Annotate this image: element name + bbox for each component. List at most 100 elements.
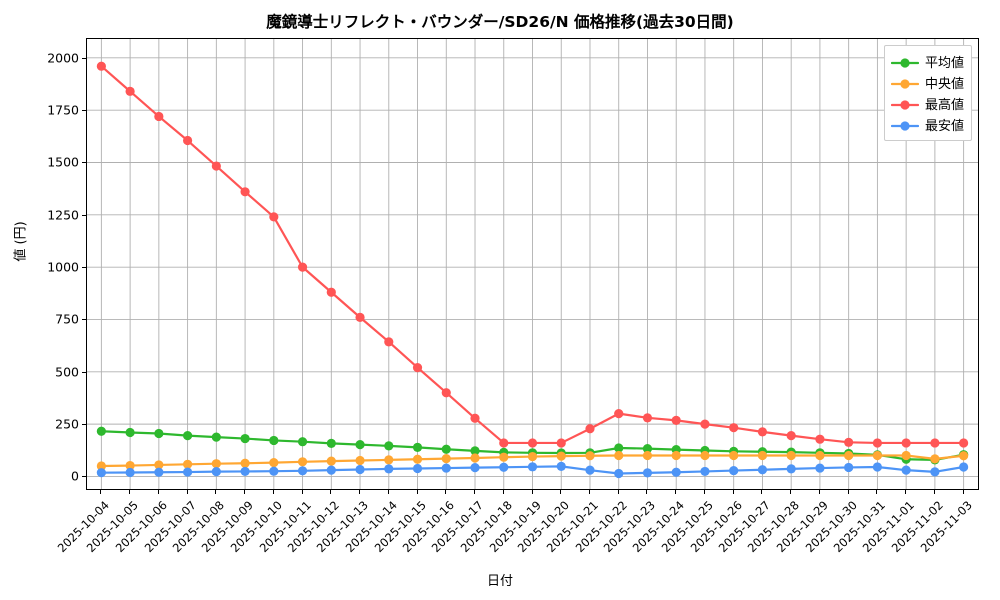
data-point	[269, 212, 279, 222]
legend-label: 中央値	[925, 77, 965, 92]
x-axis-tick-mark	[703, 490, 705, 494]
data-point	[441, 444, 451, 454]
x-axis-tick-mark	[330, 490, 332, 494]
data-point	[355, 312, 365, 322]
data-point	[671, 450, 681, 461]
x-axis-tick-mark	[646, 490, 648, 494]
legend-item-1[interactable]: 平均値	[890, 51, 965, 72]
y-axis-tick-label: 1500	[47, 154, 79, 170]
data-point	[183, 135, 193, 146]
legend-swatch-icon	[890, 118, 920, 132]
data-point	[844, 462, 854, 473]
y-axis-tick-mark	[82, 214, 86, 216]
x-axis-tick-mark	[157, 490, 159, 494]
x-axis-tick-labels: 2025-10-04 2025-10-05 2025-10-06 2025-10-07…	[55, 490, 979, 570]
data-point	[441, 463, 451, 473]
data-point	[441, 454, 451, 464]
x-axis-tick-mark	[445, 490, 447, 494]
data-point	[96, 461, 106, 471]
data-point	[930, 438, 940, 448]
data-point	[96, 426, 106, 436]
data-point	[642, 444, 653, 454]
data-point	[757, 427, 768, 437]
x-axis-tick-mark	[675, 490, 677, 494]
data-point	[470, 453, 480, 463]
data-point	[297, 466, 308, 476]
data-point	[527, 462, 538, 472]
x-axis-tick-mark	[502, 490, 504, 494]
data-point	[642, 450, 653, 461]
legend-item-2[interactable]: 中央値	[890, 72, 965, 93]
data-point	[815, 463, 825, 473]
y-axis-tick-label: 500	[55, 364, 79, 380]
data-point	[614, 409, 624, 419]
data-point	[499, 438, 509, 448]
data-point	[556, 438, 566, 448]
data-point	[729, 423, 739, 433]
data-point	[96, 61, 106, 71]
legend-item-3[interactable]: 最高値	[890, 93, 965, 114]
data-point	[470, 446, 480, 456]
data-point	[872, 450, 883, 461]
x-axis-tick-mark	[100, 490, 102, 494]
data-point	[125, 467, 135, 478]
legend-item-4[interactable]: 最安値	[890, 114, 964, 135]
data-point	[240, 458, 250, 468]
legend-label: 平均値	[925, 56, 965, 71]
data-point	[125, 460, 135, 471]
legend-label: 最高値	[925, 98, 965, 113]
data-point	[183, 431, 193, 441]
data-point	[959, 451, 969, 461]
data-point	[470, 413, 480, 423]
page-title: 魔鏡導士リフレクト・バウンダー/SD26/N 価格推移(過去30日間)	[266, 13, 734, 31]
data-point	[614, 450, 624, 461]
y-axis-tick-mark	[82, 319, 86, 321]
data-point	[671, 415, 681, 425]
data-point	[154, 460, 164, 470]
data-point	[786, 450, 796, 461]
x-axis-tick-mark	[933, 490, 935, 494]
data-point	[585, 424, 595, 434]
chart-legend[interactable]: 平均値中央値最高値 最安値	[884, 45, 973, 141]
data-point	[297, 262, 308, 272]
data-point	[211, 161, 221, 171]
data-point	[470, 463, 480, 473]
x-axis-tick-mark	[531, 490, 533, 494]
data-point	[527, 451, 538, 462]
gridlines	[87, 39, 978, 489]
data-point	[240, 466, 250, 477]
x-axis-tick-mark	[818, 490, 820, 494]
x-axis-tick-mark	[474, 490, 476, 494]
legend-swatch-icon	[890, 97, 920, 111]
data-point	[412, 463, 423, 474]
y-axis-tick-label: 0	[71, 468, 79, 484]
data-point	[757, 465, 768, 475]
legend-swatch-icon	[890, 55, 920, 69]
y-axis-tick-label: 1000	[47, 259, 79, 275]
data-point	[642, 468, 653, 478]
y-axis-tick-labels: 0 250 500 750 1000 1250 1500 1750 2000	[20, 38, 79, 490]
data-point	[786, 464, 796, 474]
data-point	[872, 462, 883, 472]
y-axis-tick-mark	[82, 424, 86, 426]
x-axis-tick-mark	[761, 490, 763, 494]
x-axis-tick-mark	[847, 490, 849, 494]
data-point	[384, 464, 394, 474]
x-axis-tick-mark	[876, 490, 878, 494]
data-point	[269, 458, 279, 468]
x-axis-tick-mark	[588, 490, 590, 494]
data-point	[297, 437, 308, 447]
data-point	[585, 465, 595, 475]
data-point	[384, 441, 394, 451]
data-point	[585, 451, 595, 461]
data-point	[125, 86, 135, 96]
data-point	[412, 442, 423, 452]
y-axis-tick-label: 250	[55, 416, 79, 432]
data-point	[757, 450, 768, 461]
data-point	[930, 467, 940, 477]
data-point	[930, 454, 940, 464]
y-axis-tick-mark	[82, 110, 86, 112]
data-point	[556, 461, 566, 471]
data-point	[614, 443, 624, 453]
